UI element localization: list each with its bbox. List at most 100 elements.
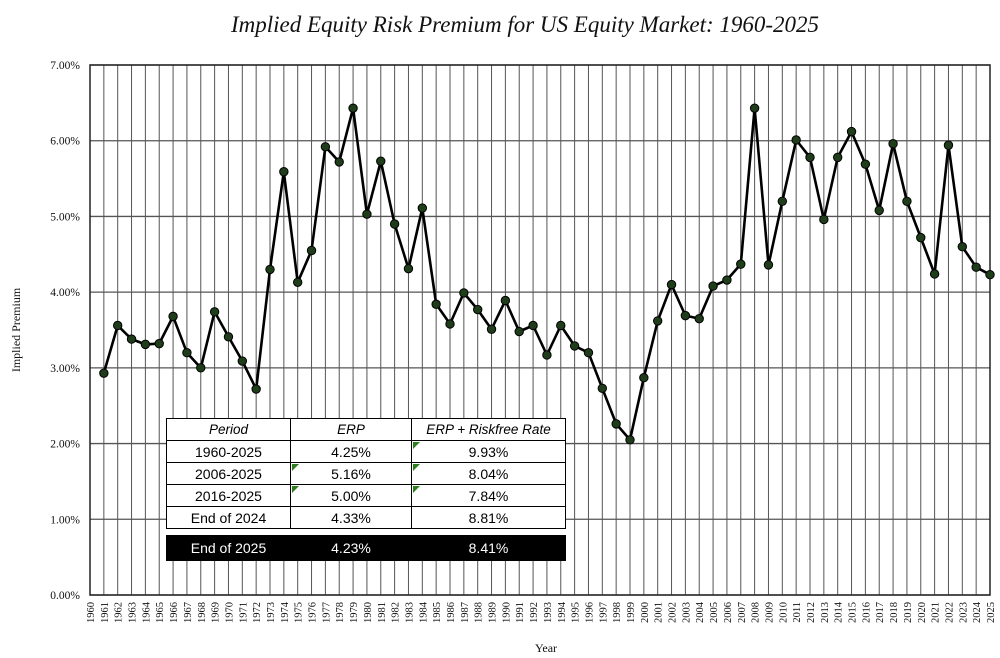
data-point [237,356,248,366]
data-point [500,295,511,306]
cell-erp-value: 5.16% [331,465,371,482]
data-point [985,270,995,280]
data-point [196,363,206,373]
x-tick-label: 1963 [128,602,139,623]
data-point [791,135,801,145]
x-tick-label: 1966 [169,602,180,623]
data-point [777,196,788,206]
cell-period: End of 2024 [166,506,291,529]
cell-comment-marker [292,486,299,493]
data-point [528,320,538,331]
plot-frame [89,64,991,596]
x-tick-label: 1969 [211,602,222,623]
y-tick-label: 1.00% [50,514,80,526]
cell-erp-value: 5.00% [331,487,371,504]
table-row: 2016-2025 5.00% 7.84% [166,484,566,507]
x-tick-label: 1992 [529,602,540,623]
x-tick-label: 1985 [432,602,443,623]
cell-erp-riskfree: 7.84% [411,484,566,507]
x-tick-label: 2017 [875,602,886,623]
data-point [514,326,524,337]
x-tick-label: 2012 [806,602,817,623]
x-tick-label: 1975 [294,602,305,623]
data-point [846,126,857,137]
y-axis-ticks: 0.00% 1.00% 2.00% 3.00% 4.00% 5.00% 6.00% 7.00% [50,60,80,602]
header-period: Period [166,418,291,441]
cell-comment-marker [292,464,299,471]
cell-comment-marker [413,442,420,449]
x-tick-label: 2019 [903,602,914,623]
x-tick-label: 2006 [723,602,734,623]
cell-erp-riskfree: 9.93% [411,440,566,463]
x-tick-label: 1972 [252,602,263,623]
cell-erp: 5.00% [290,484,412,507]
x-tick-label: 1999 [626,602,637,623]
summary-table: Period ERP ERP + Riskfree Rate 1960-2025… [166,418,566,561]
y-tick-label: 5.00% [50,211,80,223]
data-point [251,384,261,394]
data-point [362,209,372,219]
data-point [126,334,137,344]
x-tick-label: 1979 [349,602,360,623]
cell-erp: 4.33% [290,506,412,529]
data-point [320,142,331,152]
data-point [971,262,981,272]
table-row-highlight: End of 2025 4.23% 8.41% [166,535,566,561]
data-point [403,263,414,274]
x-tick-label: 2014 [834,601,845,623]
x-tick-label: 2015 [848,602,859,623]
data-point [223,332,234,342]
x-tick-label: 1996 [584,602,595,623]
header-erp: ERP [290,418,412,441]
data-point [445,319,455,329]
cell-erp-riskfree-value: 9.93% [468,443,509,460]
data-point [486,324,497,334]
data-point [348,103,358,113]
data-point [708,281,718,291]
data-point [694,313,704,324]
x-tick-label: 1970 [224,602,235,623]
data-point [652,316,663,326]
x-tick-label: 2000 [640,602,651,623]
data-point [666,279,677,290]
data-point [943,140,954,150]
data-point [459,288,469,298]
table-header-row: Period ERP ERP + Riskfree Rate [166,418,566,441]
x-tick-label: 1981 [377,602,388,623]
chart-title: Implied Equity Risk Premium for US Equit… [230,12,819,37]
x-tick-label: 1983 [404,602,415,623]
x-tick-label: 2024 [972,601,983,623]
cell-period: 2006-2025 [166,462,291,485]
data-point [749,103,760,113]
x-tick-label: 2002 [668,602,679,623]
spacer-cell [411,528,566,536]
x-tick-label: 2016 [861,602,872,623]
data-point [569,341,580,351]
x-tick-label: 2008 [751,602,762,623]
x-tick-label: 1986 [446,602,457,623]
data-point [154,338,164,349]
data-point [680,310,691,321]
data-point [597,383,608,393]
x-tick-label: 2011 [792,602,803,623]
cell-erp: 4.25% [290,440,412,463]
x-tick-label: 2018 [889,602,900,623]
table-row: 2006-2025 5.16% 8.04% [166,462,566,485]
x-tick-label: 1968 [197,602,208,623]
cell-erp-riskfree-value: 7.84% [468,487,509,504]
x-tick-label: 1977 [321,602,332,623]
x-axis-ticks: 1960 1961 1962 1963 1964 1965 1966 1967 1968 1969… [86,601,997,623]
cell-comment-marker [413,486,420,493]
data-point [334,157,344,167]
x-tick-label: 1991 [515,602,526,623]
x-tick-label: 1964 [141,601,152,623]
data-point [736,259,746,269]
data-point [611,419,621,429]
data-point [957,242,968,252]
x-tick-label: 1994 [557,601,568,623]
x-tick-label: 2025 [986,602,997,623]
table-spacer-row [166,528,566,536]
x-tick-label: 1984 [418,601,429,623]
cell-erp-riskfree: 8.41% [411,535,566,561]
x-tick-label: 2005 [709,602,720,623]
